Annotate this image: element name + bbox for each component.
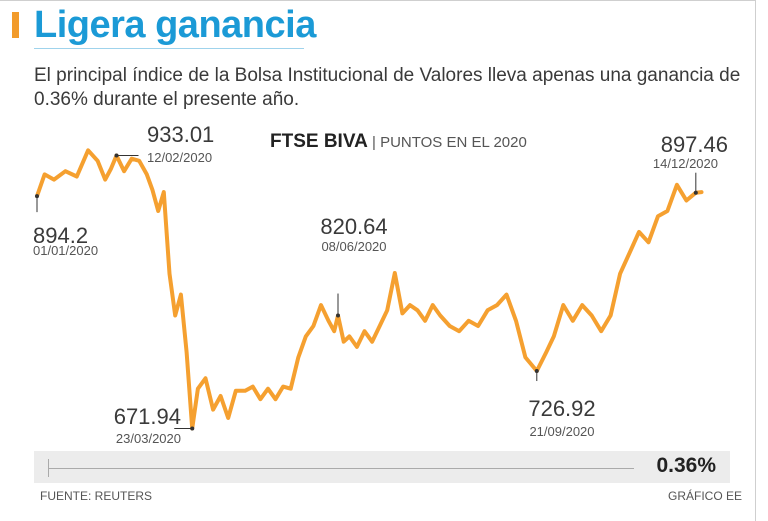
chart-heading-separator: | [372, 134, 381, 151]
credit-label: GRÁFICO EE [667, 489, 742, 503]
annotation-date: 12/02/2020 [147, 150, 212, 165]
annotation-date: 23/03/2020 [116, 431, 181, 446]
title-underline [34, 48, 304, 49]
chart-subtitle: PUNTOS EN EL 2020 [380, 134, 527, 151]
chart-title: FTSE BIVA [270, 131, 368, 152]
chart-heading: FTSE BIVA | PUNTOS EN EL 2020 [270, 131, 527, 153]
annotation-value: 726.92 [528, 396, 595, 421]
page-subtitle: El principal índice de la Bolsa Instituc… [34, 65, 741, 110]
annotation-value: 894.2 [33, 223, 88, 248]
annotation-value: 820.64 [320, 214, 387, 239]
series-line-ftse-biva [35, 148, 704, 431]
annotation-value: 933.01 [147, 122, 214, 147]
title-accent-bar [12, 12, 19, 38]
source-label: FUENTE: REUTERS [40, 489, 153, 503]
annotation-marker [114, 153, 119, 158]
change-percent: 0.36% [656, 454, 716, 477]
annotation-marker [336, 313, 341, 318]
annotation-marker [693, 190, 698, 195]
annotation-date: 21/09/2020 [529, 424, 594, 439]
annotation-marker [534, 369, 539, 374]
change-band-line [48, 468, 634, 469]
annotation-date: 14/12/2020 [653, 156, 718, 171]
annotation-date: 08/06/2020 [321, 239, 386, 254]
annotation-value: 671.94 [114, 404, 181, 429]
change-band: 0.36% [34, 451, 730, 483]
annotation-marker [190, 426, 195, 431]
annotation-layer: 894.201/01/2020 933.01 12/02/2020 671.94 23/… [33, 122, 728, 446]
series-layer [35, 148, 704, 431]
annotation-date: 01/01/2020 [33, 243, 98, 258]
page-title: Ligera ganancia [34, 4, 316, 46]
annotation-value: 897.46 [661, 132, 728, 157]
annotation-marker [35, 194, 39, 199]
